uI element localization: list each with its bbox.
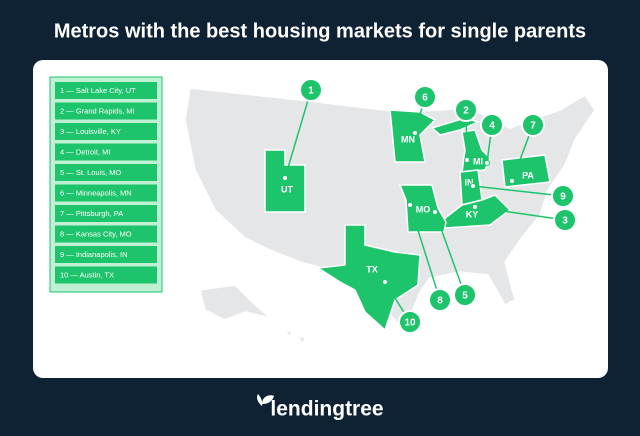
state-mo <box>398 184 447 233</box>
legend-item: 9 — Indianapolis, IN <box>60 250 128 259</box>
pin-circle <box>413 85 437 109</box>
state-label: MI <box>473 156 483 166</box>
pin-dot <box>407 202 413 208</box>
pin-dot <box>464 157 470 163</box>
state-label: UT <box>281 184 293 194</box>
legend-item: 7 — Pittsburgh, PA <box>60 209 123 218</box>
legend-row <box>55 102 157 120</box>
legend: 1 — Salt Lake City, UT 2 — Grand Rapids, … <box>55 82 157 284</box>
state-label: PA <box>522 170 534 180</box>
pin-dot <box>432 209 438 215</box>
state-ky <box>438 194 512 229</box>
pin-line <box>472 185 564 197</box>
brand-name: lendingtree <box>270 398 383 421</box>
state-tx <box>315 224 421 332</box>
state-label: MN <box>401 134 415 144</box>
state-label: MO <box>416 204 431 214</box>
pin-label: 6 <box>422 93 428 104</box>
state-label: IN <box>465 177 474 187</box>
logo-leaf <box>257 394 274 406</box>
pin-label: 8 <box>437 296 443 307</box>
pin-dot <box>470 183 476 189</box>
pin-circle <box>551 184 575 208</box>
pin-line <box>409 204 441 301</box>
pin-line <box>474 206 566 221</box>
pin-circle <box>521 113 545 137</box>
pin-dot <box>472 204 478 210</box>
legend-row <box>55 123 157 140</box>
state-mn <box>389 109 437 163</box>
title: Metros with the best housing markets for… <box>54 20 586 42</box>
legend-item: 2 — Grand Rapids, MI <box>60 106 135 115</box>
pin-circle <box>480 113 504 137</box>
pin-dot <box>484 160 490 166</box>
legend-row <box>55 225 157 243</box>
pin-circle <box>553 208 577 232</box>
legend-item: 1 — Salt Lake City, UT <box>60 86 136 95</box>
pin-circle <box>428 288 452 312</box>
state-label: KY <box>466 209 479 219</box>
legend-item: 5 — St. Louis, MO <box>60 168 121 177</box>
pin-label: 4 <box>489 121 495 132</box>
legend-item: 10 — Austin, TX <box>60 270 114 279</box>
legend-row <box>55 246 157 263</box>
alaska <box>199 284 271 321</box>
state-labels: UT MN MI IN KY MO TX PA <box>281 134 534 274</box>
pin-label: 1 <box>308 86 314 97</box>
pin-line <box>284 89 312 179</box>
pin-circle <box>398 310 422 334</box>
pin-dot <box>509 178 515 184</box>
legend-row <box>55 82 157 99</box>
legend-row <box>55 184 157 202</box>
legend-row <box>55 266 157 284</box>
legend-item: 6 — Minneapolis, MN <box>60 188 132 197</box>
pin-line <box>434 211 466 296</box>
pin-circle <box>453 283 477 307</box>
state-label: TX <box>366 264 378 274</box>
pin-label: 5 <box>462 291 468 302</box>
pin-dot <box>282 175 288 181</box>
pin-dot <box>382 279 388 285</box>
pin-label: 9 <box>560 192 566 203</box>
legend-row <box>55 143 157 161</box>
legend-row <box>55 205 157 222</box>
pin-label: 7 <box>530 121 536 132</box>
legend-item: 3 — Louisville, KY <box>60 127 121 136</box>
pin-label: 2 <box>463 106 469 117</box>
pin-dot <box>412 130 418 136</box>
legend-item: 4 — Detroit, MI <box>60 147 110 156</box>
pin-circle <box>454 98 478 122</box>
legend-row <box>55 164 157 181</box>
legend-item: 8 — Kansas City, MO <box>60 229 132 238</box>
pins: 1 6 2 4 7 9 3 8 5 10 <box>282 78 577 334</box>
hawaii <box>283 328 308 346</box>
pin-label: 3 <box>562 216 568 227</box>
pin-circle <box>299 78 323 102</box>
pin-label: 10 <box>404 318 416 329</box>
brand: lendingtree <box>257 394 384 421</box>
